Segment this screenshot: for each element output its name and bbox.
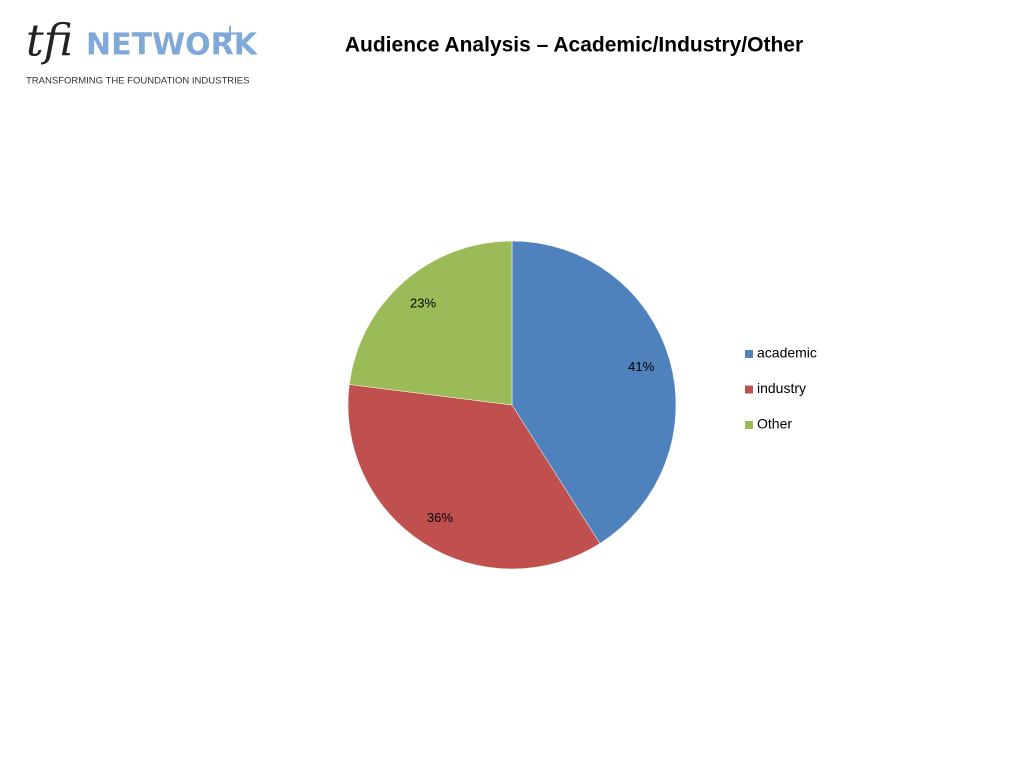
logo-name: NETWORK xyxy=(86,28,259,63)
legend-label: industry xyxy=(757,380,806,396)
legend-label: academic xyxy=(757,345,817,361)
pie-slice xyxy=(349,240,513,406)
legend-swatch xyxy=(745,350,753,358)
logo-mark: tfi xyxy=(26,16,73,67)
data-label: 41% xyxy=(628,359,654,374)
data-label: 23% xyxy=(410,296,436,311)
logo: tfi NETWORK + TRANSFORMING THE FOUNDATIO… xyxy=(26,16,259,87)
legend-swatch xyxy=(745,421,753,429)
pie-slice xyxy=(511,240,677,544)
logo-plus: + xyxy=(220,19,240,47)
legend-label: Other xyxy=(757,416,792,432)
legend-swatch xyxy=(745,385,753,394)
chart-title: Audience Analysis – Academic/Industry/Ot… xyxy=(345,34,803,57)
pie-slice xyxy=(347,384,601,570)
data-label: 36% xyxy=(427,510,453,525)
logo-tagline: TRANSFORMING THE FOUNDATION INDUSTRIES xyxy=(26,76,249,87)
